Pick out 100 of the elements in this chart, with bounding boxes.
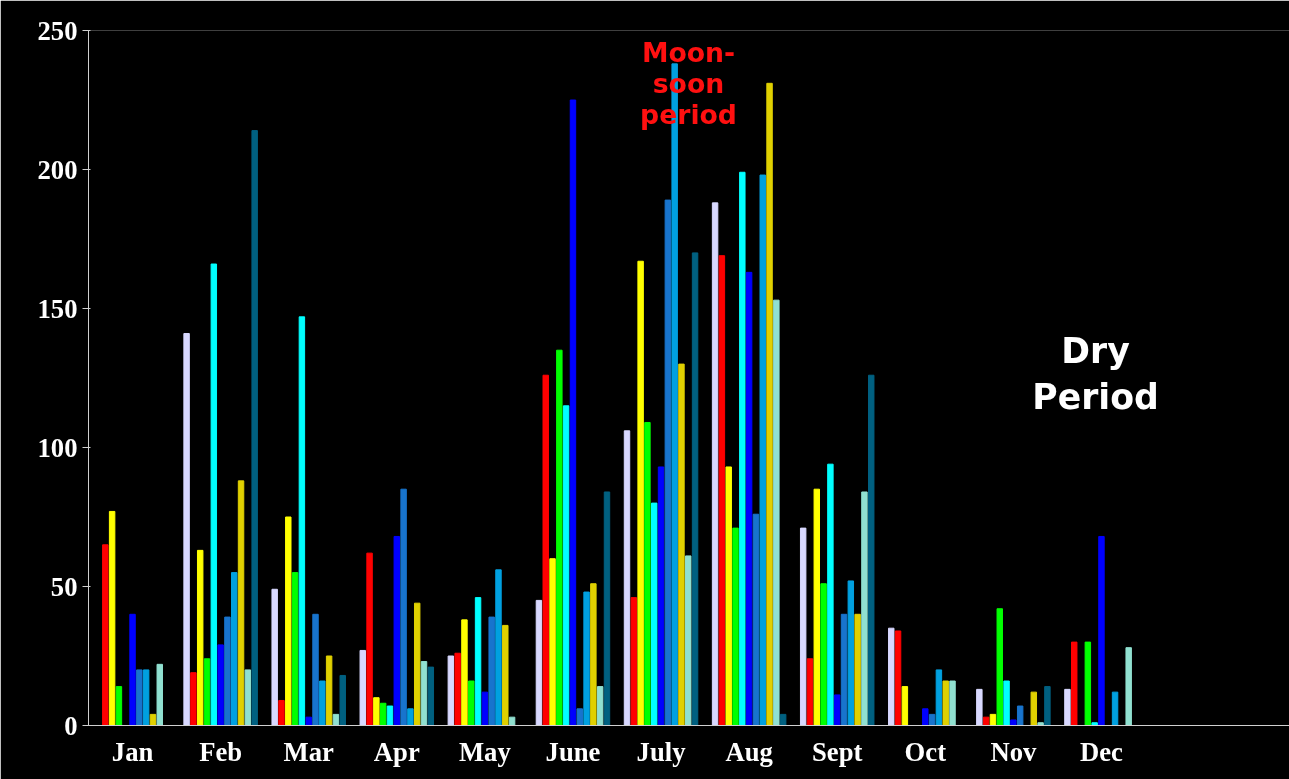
bar [400, 488, 407, 726]
bar [644, 421, 651, 726]
bar [888, 627, 895, 726]
bar [217, 644, 224, 726]
bar [136, 669, 143, 726]
bar [407, 708, 414, 726]
bar [949, 680, 956, 726]
x-tick-label: June [545, 736, 601, 767]
bar [576, 708, 583, 726]
bar [1111, 691, 1119, 726]
x-tick-label: Nov [990, 736, 1037, 767]
x-tick-label: Mar [283, 736, 335, 767]
bar [413, 602, 421, 726]
bar [901, 686, 909, 726]
bar [779, 713, 787, 726]
bar [224, 616, 231, 726]
bar [325, 655, 333, 726]
bar [366, 552, 373, 726]
bar [657, 466, 665, 726]
bar [298, 316, 306, 726]
bar [725, 466, 732, 726]
bar [1098, 535, 1105, 726]
bar [603, 491, 611, 726]
bar [285, 516, 292, 726]
bar [664, 199, 672, 726]
bar [108, 510, 116, 726]
bar [745, 271, 753, 726]
bar [102, 544, 109, 726]
annotation: Dry Period [1032, 330, 1159, 417]
bar [488, 616, 495, 726]
bar [156, 663, 163, 726]
bar [685, 555, 692, 726]
bar [244, 669, 252, 726]
bar [319, 680, 326, 726]
bar [569, 99, 577, 726]
bar [752, 513, 760, 726]
bar [691, 252, 699, 726]
bar [251, 130, 258, 726]
bar [630, 597, 638, 726]
bar [461, 619, 468, 726]
bar [1010, 719, 1017, 726]
bar [739, 171, 746, 726]
bar [833, 694, 841, 726]
y-tick-label: 150 [37, 293, 78, 324]
bar [231, 572, 238, 726]
bar [468, 680, 475, 726]
bar [549, 558, 556, 726]
bar [827, 463, 834, 726]
y-tick-label: 100 [37, 432, 78, 463]
bar [454, 652, 461, 726]
y-tick-label: 50 [50, 571, 78, 602]
bar [447, 655, 455, 726]
bar [1071, 641, 1078, 726]
bar [1084, 641, 1092, 726]
bar [982, 716, 990, 726]
bar [420, 661, 428, 726]
bar [1016, 705, 1024, 726]
bar [142, 669, 150, 726]
x-tick-label: Feb [199, 736, 243, 767]
bar [278, 699, 285, 726]
bar [623, 430, 631, 726]
bar [556, 349, 563, 726]
bar [1030, 691, 1038, 726]
bar [495, 569, 502, 726]
bar [935, 669, 943, 726]
bar [678, 363, 685, 726]
bar [976, 688, 983, 726]
bar [359, 649, 366, 726]
bar [196, 549, 204, 726]
bar [1044, 686, 1051, 726]
bar [732, 527, 739, 726]
y-tick-label: 200 [37, 154, 78, 185]
bar [542, 374, 549, 726]
bar [820, 583, 827, 726]
bar [718, 255, 726, 726]
y-tick-label: 0 [64, 710, 78, 741]
bar [1125, 647, 1132, 726]
bar [115, 686, 123, 726]
bar [861, 491, 868, 726]
x-tick-label: Dec [1080, 736, 1124, 767]
bar [210, 263, 218, 726]
bar [840, 613, 848, 726]
bar [813, 488, 821, 726]
x-tick-label: Oct [904, 736, 947, 767]
bar [271, 588, 278, 726]
bar [1037, 722, 1044, 726]
bar [651, 502, 658, 726]
bar [1003, 680, 1010, 726]
x-tick-label: Aug [725, 736, 774, 767]
x-tick-label: Jan [111, 736, 154, 767]
bar [942, 680, 949, 726]
bar [481, 691, 489, 726]
bar [312, 613, 319, 726]
bar [305, 716, 312, 726]
bar [379, 702, 387, 726]
bar [766, 82, 773, 726]
bar [637, 260, 644, 726]
bar [183, 333, 190, 726]
x-tick-label: July [636, 736, 687, 767]
bar [1064, 688, 1071, 726]
